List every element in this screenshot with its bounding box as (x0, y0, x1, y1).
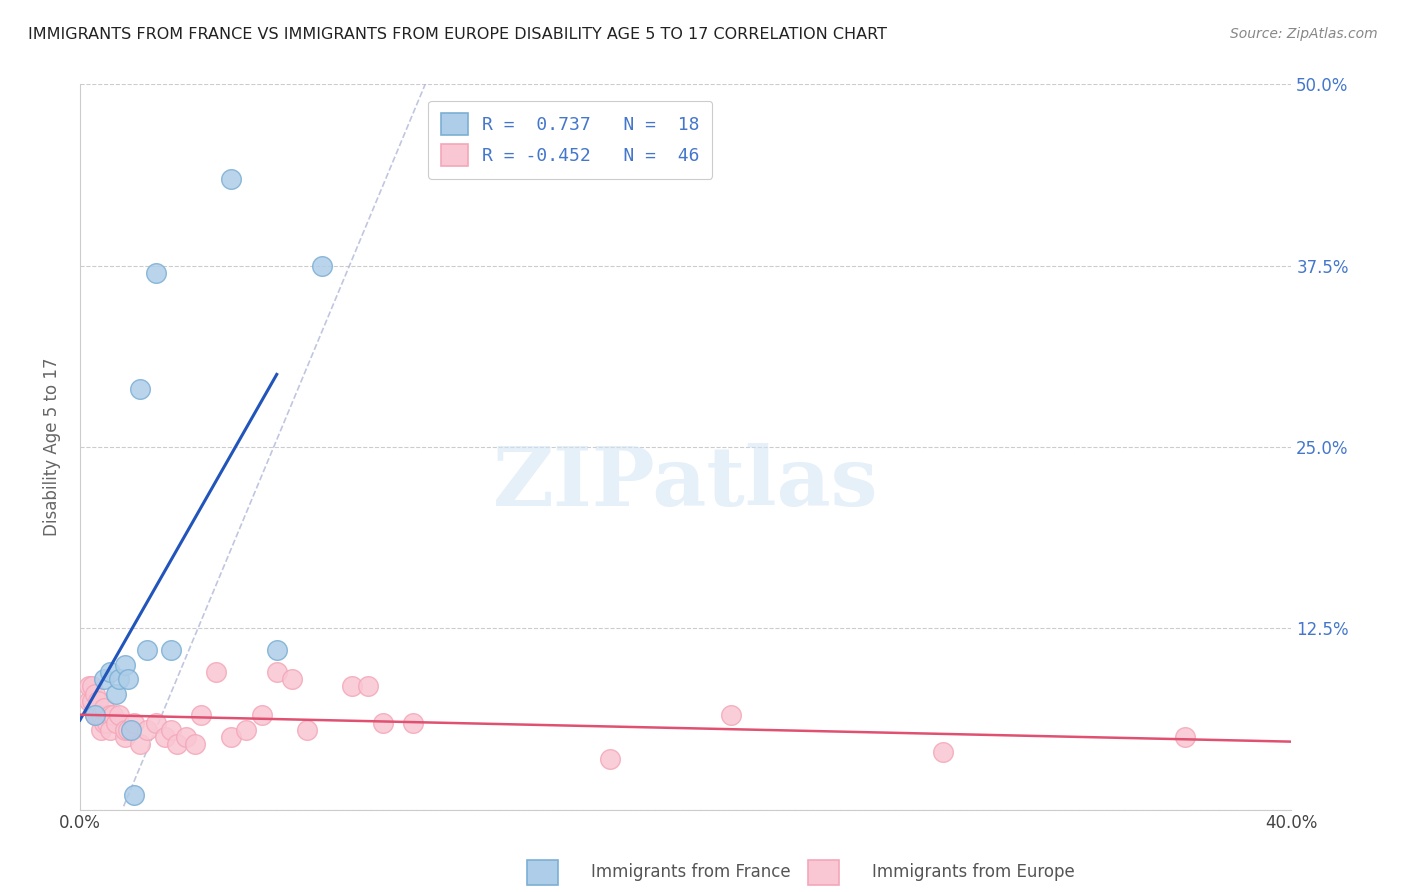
Point (932, 745, 955, 759)
Point (266, 643, 288, 657)
Point (235, 723, 257, 737)
Point (77, 679, 100, 693)
Point (93, 701, 115, 715)
Point (77, 694, 100, 708)
Point (108, 708, 131, 723)
Point (159, 723, 181, 737)
Point (105, 715, 128, 730)
Point (135, 643, 157, 657)
Point (114, 657, 136, 672)
Point (84, 686, 107, 700)
Point (117, 672, 139, 686)
Point (124, 788, 146, 802)
Point (184, 737, 207, 751)
Point (90, 708, 112, 723)
Point (84, 708, 107, 723)
Point (80, 694, 103, 708)
Point (117, 723, 139, 737)
Point (93, 715, 115, 730)
Point (221, 171, 243, 186)
Point (87, 708, 110, 723)
Point (356, 679, 378, 693)
Point (1174, 730, 1197, 744)
Point (205, 665, 228, 679)
Point (120, 723, 142, 737)
Point (159, 643, 181, 657)
Point (266, 665, 288, 679)
Text: Immigrants from France: Immigrants from France (591, 863, 790, 881)
Point (98, 708, 121, 723)
Point (87, 694, 110, 708)
Point (105, 686, 128, 700)
Point (129, 737, 152, 751)
Point (98, 723, 121, 737)
Point (153, 730, 176, 744)
Point (311, 259, 333, 273)
Point (295, 723, 318, 737)
Point (190, 708, 212, 723)
Y-axis label: Disability Age 5 to 17: Disability Age 5 to 17 (44, 358, 60, 536)
Point (281, 672, 304, 686)
Point (114, 730, 136, 744)
Point (221, 730, 243, 744)
Point (129, 382, 152, 396)
Point (98, 665, 121, 679)
Point (174, 730, 197, 744)
Point (96, 715, 118, 730)
Text: IMMIGRANTS FROM FRANCE VS IMMIGRANTS FROM EUROPE DISABILITY AGE 5 TO 17 CORRELAT: IMMIGRANTS FROM FRANCE VS IMMIGRANTS FRO… (28, 27, 887, 42)
Text: ZIPatlas: ZIPatlas (494, 443, 879, 524)
Point (342, 679, 364, 693)
Point (145, 715, 167, 730)
Point (103, 708, 125, 723)
Point (402, 715, 425, 730)
Point (145, 266, 167, 280)
Point (599, 752, 621, 766)
Point (250, 708, 273, 723)
Point (371, 715, 394, 730)
Point (80, 679, 103, 693)
Text: Source: ZipAtlas.com: Source: ZipAtlas.com (1230, 27, 1378, 41)
Point (84, 708, 107, 723)
Point (166, 737, 188, 751)
Point (108, 672, 131, 686)
Text: Immigrants from Europe: Immigrants from Europe (872, 863, 1074, 881)
Point (135, 723, 157, 737)
Point (720, 708, 742, 723)
Point (114, 723, 136, 737)
Point (90, 723, 112, 737)
Point (93, 672, 115, 686)
Point (124, 715, 146, 730)
Legend: R =  0.737   N =  18, R = -0.452   N =  46: R = 0.737 N = 18, R = -0.452 N = 46 (427, 101, 713, 179)
